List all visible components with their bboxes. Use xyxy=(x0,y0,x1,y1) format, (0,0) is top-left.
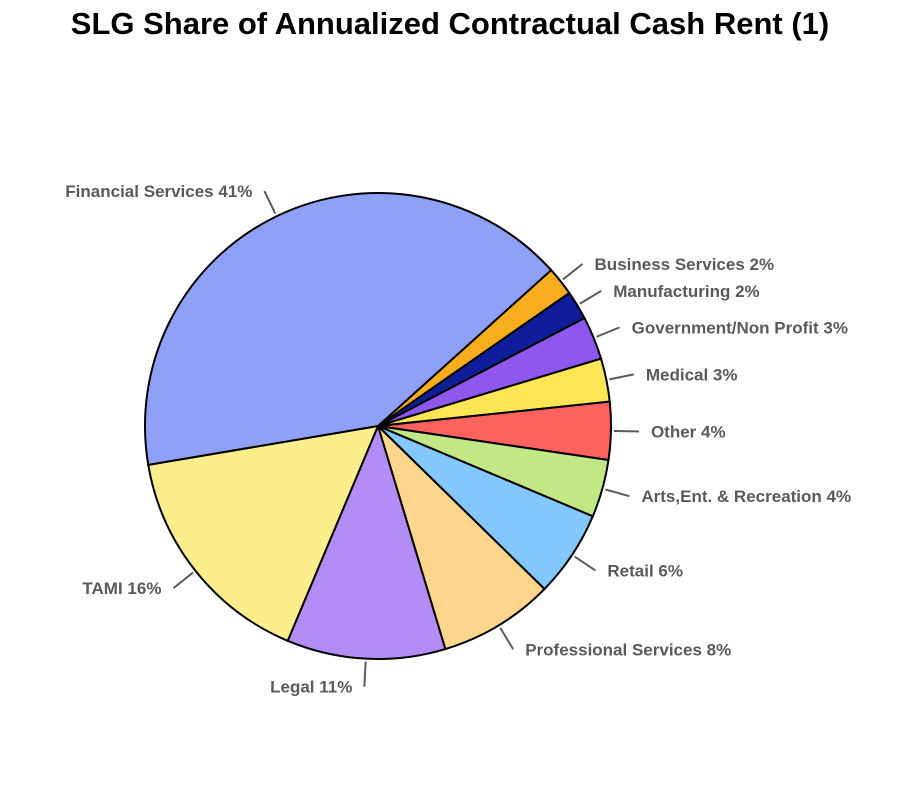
label-manufacturing: Manufacturing 2% xyxy=(613,282,759,301)
leader-arts-ent-recreation xyxy=(605,488,630,498)
leader-government-non-profit xyxy=(596,326,621,338)
leader-medical xyxy=(609,373,635,381)
label-other: Other 4% xyxy=(651,422,726,441)
label-professional-services: Professional Services 8% xyxy=(525,640,731,659)
leader-legal xyxy=(363,661,367,687)
slice-tami xyxy=(147,424,380,643)
leader-manufacturing xyxy=(579,289,602,305)
leader-tami xyxy=(172,571,194,589)
chart-title: SLG Share of Annualized Contractual Cash… xyxy=(70,6,830,41)
leader-other xyxy=(613,429,639,433)
slice-labels: Business Services 2% Manufacturing 2% Gove… xyxy=(65,182,851,697)
leader-business-services xyxy=(562,263,584,281)
slice-legal xyxy=(286,423,447,660)
leader-lines xyxy=(172,190,639,687)
slice-financial-services xyxy=(144,192,553,467)
leader-financial-services xyxy=(263,190,277,214)
leader-retail xyxy=(574,555,596,572)
pie-slices xyxy=(144,192,612,660)
label-business-services: Business Services 2% xyxy=(595,255,775,274)
slice-professional-services xyxy=(377,425,546,651)
label-medical: Medical 3% xyxy=(646,365,738,384)
label-tami: TAMI 16% xyxy=(82,579,161,598)
label-arts-ent-recreation: Arts,Ent. & Recreation 4% xyxy=(641,487,851,506)
label-legal: Legal 11% xyxy=(270,678,352,697)
label-government-non-profit: Government/Non Profit 3% xyxy=(632,318,848,337)
label-retail: Retail 6% xyxy=(607,561,683,580)
leader-professional-services xyxy=(499,627,515,650)
label-financial-services: Financial Services 41% xyxy=(65,182,252,201)
